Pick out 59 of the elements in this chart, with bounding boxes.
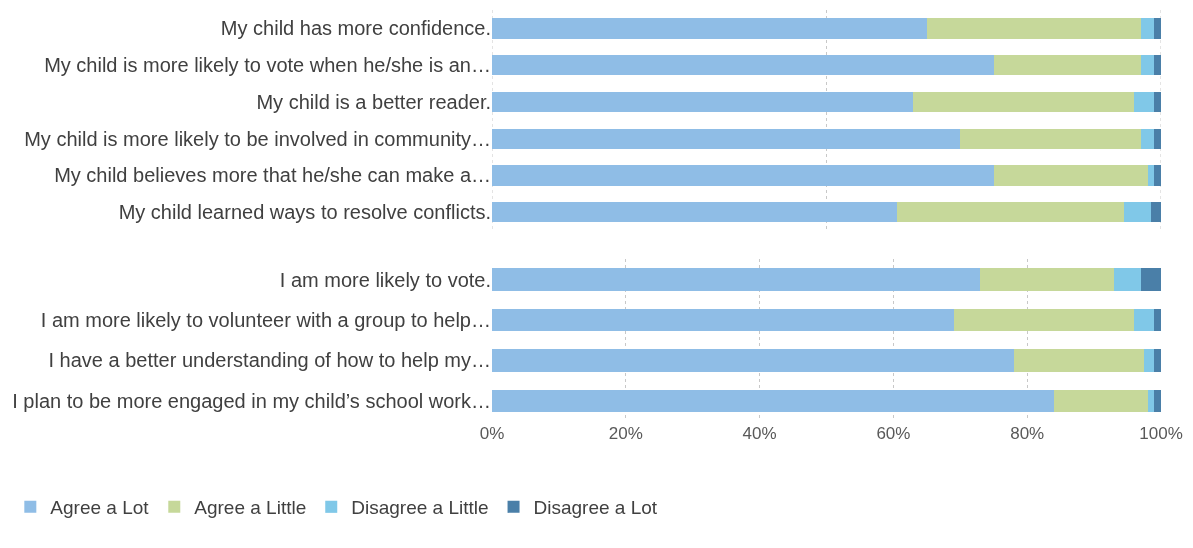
bar bbox=[1140, 268, 1161, 291]
bar bbox=[896, 202, 1125, 223]
bar bbox=[926, 18, 1141, 39]
bar bbox=[993, 55, 1141, 76]
x-tick-label: 20% bbox=[608, 424, 643, 444]
bar bbox=[1124, 202, 1151, 223]
legend-label: Disagree a Little bbox=[351, 497, 489, 519]
y-tick-label: My child is more likely to be involved in community… bbox=[24, 127, 491, 150]
bar bbox=[1154, 308, 1161, 332]
bar bbox=[492, 389, 1054, 412]
bar bbox=[492, 18, 927, 39]
bar bbox=[492, 268, 981, 291]
y-tick-label: My child is more likely to vote when he/she is an… bbox=[44, 54, 491, 77]
x-tick-label: 40% bbox=[742, 424, 777, 444]
legend-label: Disagree a Lot bbox=[533, 497, 658, 519]
legend-label: Agree a Little bbox=[194, 497, 307, 519]
bar bbox=[492, 55, 994, 76]
bar bbox=[1147, 165, 1155, 186]
x-tick-label: 0% bbox=[479, 424, 505, 444]
bar bbox=[953, 308, 1135, 332]
bar bbox=[492, 202, 897, 223]
bar bbox=[1154, 128, 1161, 149]
legend-label: Agree a Lot bbox=[50, 497, 150, 519]
bar bbox=[1144, 349, 1155, 372]
bar bbox=[993, 165, 1148, 186]
bar bbox=[1134, 308, 1155, 332]
bar bbox=[492, 349, 1014, 372]
bar bbox=[492, 128, 961, 149]
y-tick-label: I plan to be more engaged in my child’s school work… bbox=[12, 389, 491, 412]
bar bbox=[1154, 18, 1161, 39]
bar bbox=[1154, 389, 1161, 412]
bar bbox=[1140, 55, 1155, 76]
bar bbox=[1154, 91, 1161, 113]
bar bbox=[1154, 55, 1161, 76]
x-tick-label: 80% bbox=[1010, 424, 1045, 444]
bar bbox=[960, 128, 1141, 149]
bar bbox=[1140, 128, 1155, 149]
y-tick-label: My child is a better reader. bbox=[256, 90, 491, 113]
bar bbox=[980, 268, 1115, 291]
bar bbox=[1053, 389, 1148, 412]
bar bbox=[1013, 349, 1145, 372]
y-tick-label: My child learned ways to resolve conflicts. bbox=[118, 201, 491, 224]
bar bbox=[1140, 18, 1155, 39]
y-tick-label: I have a better understanding of how to help my… bbox=[48, 349, 491, 372]
x-tick-label: 100% bbox=[1139, 424, 1183, 444]
y-tick-label: I am more likely to vote. bbox=[279, 268, 491, 291]
bar bbox=[1150, 202, 1161, 223]
bar bbox=[1154, 165, 1161, 186]
y-tick-label: My child has more confidence. bbox=[220, 17, 491, 40]
bar bbox=[1114, 268, 1141, 291]
bar bbox=[1154, 349, 1161, 372]
bar bbox=[913, 91, 1135, 113]
bar bbox=[1134, 91, 1155, 113]
y-tick-label: I am more likely to volunteer with a group to help… bbox=[40, 308, 491, 331]
y-tick-label: My child believes more that he/she can make a… bbox=[54, 164, 491, 187]
x-tick-label: 60% bbox=[876, 424, 911, 444]
bar bbox=[492, 165, 994, 186]
bar bbox=[492, 308, 954, 332]
bar bbox=[492, 91, 914, 113]
